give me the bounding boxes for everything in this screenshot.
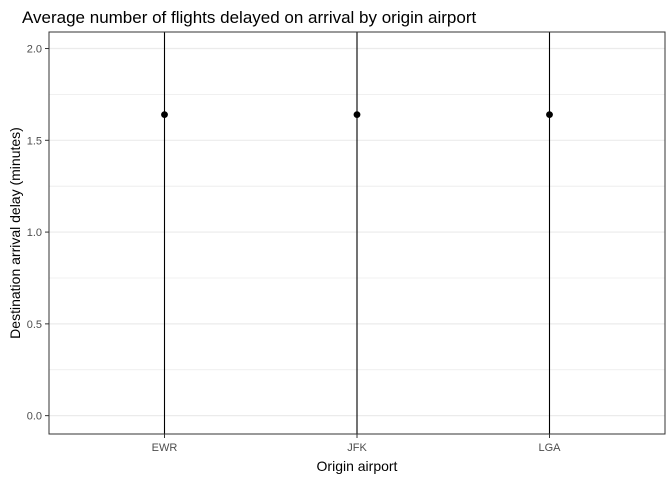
x-axis-title: Origin airport <box>317 458 398 474</box>
data-point <box>353 111 361 119</box>
chart-title: Average number of flights delayed on arr… <box>22 8 476 27</box>
error-bar-layer <box>163 32 551 434</box>
data-point <box>546 111 553 119</box>
axis-layer: 0.0 0.5 1.0 1.5 2.0 EWR JFK LGA <box>27 44 561 454</box>
x-tick-label: JFK <box>347 442 367 454</box>
x-tick-label: LGA <box>538 442 561 454</box>
y-tick-label: 1.0 <box>27 227 42 239</box>
y-tick-label: 0.5 <box>27 319 42 331</box>
y-axis-title: Destination arrival delay (minutes) <box>7 127 23 339</box>
y-tick-label: 0.0 <box>27 411 42 423</box>
points-layer <box>161 111 553 119</box>
y-tick-label: 2.0 <box>27 44 42 56</box>
y-tick-label: 1.5 <box>27 135 42 147</box>
x-tick-label: EWR <box>152 442 178 454</box>
data-point <box>161 111 168 119</box>
panel-border <box>48 31 666 435</box>
